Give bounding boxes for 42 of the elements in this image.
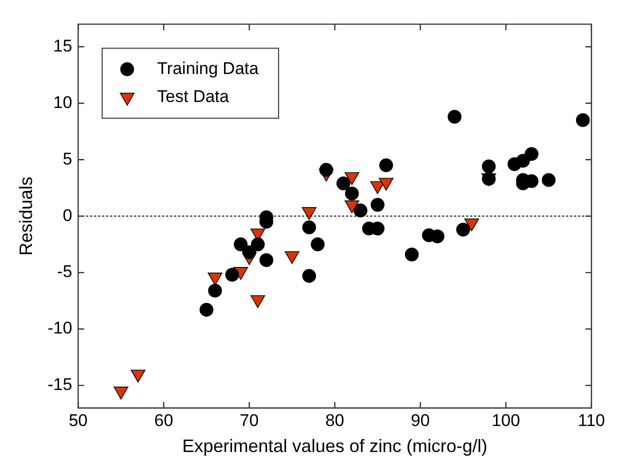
x-axis-title: Experimental values of zinc (micro-g/l) — [182, 436, 488, 456]
point — [225, 268, 240, 282]
point — [259, 253, 274, 268]
y-tick-label: 10 — [53, 92, 72, 112]
y-tick-label: -15 — [48, 375, 72, 394]
point — [200, 302, 214, 317]
point — [319, 162, 334, 177]
point — [208, 284, 222, 298]
point — [482, 160, 496, 174]
legend-label: Test Data — [157, 86, 230, 106]
point — [354, 204, 368, 218]
x-tick-label: 70 — [240, 410, 259, 430]
point — [302, 220, 316, 234]
point — [430, 230, 444, 244]
x-tick-label: 110 — [578, 410, 606, 430]
point — [524, 147, 538, 161]
y-tick-label: -10 — [48, 318, 72, 338]
point — [302, 269, 316, 283]
point — [250, 237, 265, 252]
point — [310, 237, 325, 252]
point — [336, 176, 350, 190]
x-tick-label: 50 — [68, 410, 88, 430]
x-tick-label: 90 — [410, 410, 430, 430]
point — [379, 158, 394, 172]
y-tick-label: 15 — [53, 36, 72, 56]
point — [576, 113, 590, 128]
point — [345, 186, 359, 200]
y-tick-label: 0 — [62, 206, 72, 225]
x-tick-label: 60 — [154, 410, 174, 430]
y-axis-title: Residuals — [16, 176, 36, 256]
point — [370, 198, 384, 212]
x-tick-label: 80 — [325, 410, 344, 430]
point — [448, 110, 462, 124]
point — [242, 245, 256, 260]
x-tick-label: 100 — [492, 410, 520, 430]
y-tick-label: -5 — [57, 262, 72, 282]
point — [234, 237, 248, 252]
y-tick-label: 5 — [62, 149, 72, 168]
point — [404, 248, 419, 262]
point — [456, 222, 470, 237]
legend-label: Training Data — [157, 58, 260, 78]
point — [542, 173, 556, 187]
